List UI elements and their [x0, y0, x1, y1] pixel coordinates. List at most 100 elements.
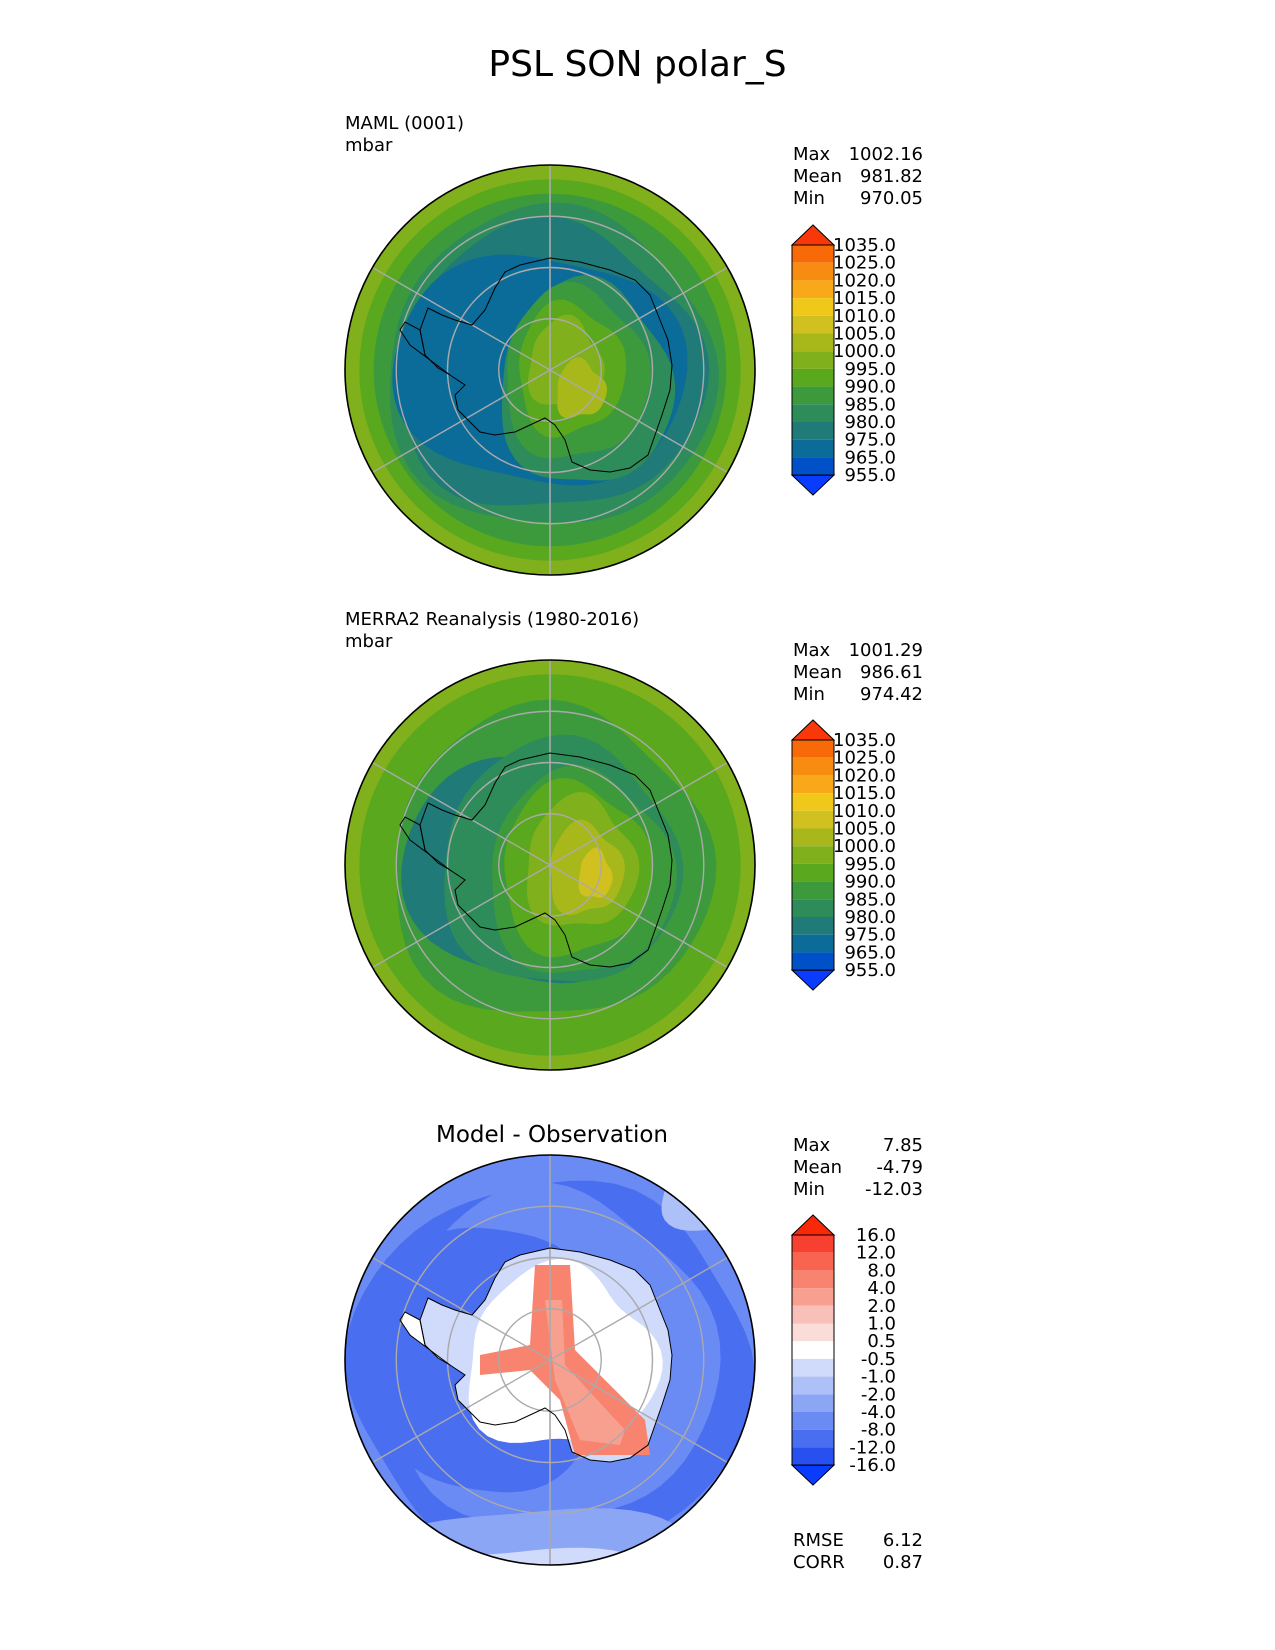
colorbar-extend-bottom [790, 474, 836, 496]
stat-min: Min 974.42 [793, 684, 923, 705]
colorbar-segment [792, 793, 834, 811]
colorbar-segment [792, 1394, 834, 1412]
field-band [545, 1300, 625, 1445]
colorbar-observation: 1035.01025.01020.01015.01010.01005.01000… [790, 719, 896, 991]
field-band [578, 847, 613, 898]
colorbar-tick-label: 990.0 [844, 377, 896, 398]
colorbar-segment [792, 404, 834, 422]
colorbar-segment [792, 457, 834, 476]
colorbar-difference: 16.012.08.04.02.01.00.5-0.5-1.0-2.0-4.0-… [790, 1214, 896, 1486]
colorbar-frame [791, 1234, 835, 1466]
stat-max: Max 1002.16 [793, 144, 923, 165]
colorbar-extend-top [790, 719, 836, 741]
colorbar-tick-label: -1.0 [861, 1367, 896, 1388]
colorbar-tick-label: 985.0 [844, 394, 896, 415]
colorbar-model: 1035.01025.01020.01015.01010.01005.01000… [790, 224, 896, 496]
coastline [419, 1247, 673, 1463]
colorbar-tick-label: 955.0 [844, 465, 896, 486]
panel2-label: MERRA2 Reanalysis (1980-2016) mbar [345, 609, 640, 652]
colorbar-segment [792, 262, 834, 281]
colorbar-segment [792, 422, 834, 440]
colorbar-extend-bottom [790, 969, 836, 991]
colorbar-segment [792, 245, 834, 263]
colorbar-tick-label: 1010.0 [833, 801, 896, 822]
colorbar-tick-label: 1000.0 [833, 836, 896, 857]
colorbar-tick-label: 1020.0 [833, 765, 896, 786]
colorbar-tick-label: -16.0 [849, 1455, 896, 1476]
colorbar-tick-label: 12.0 [856, 1243, 896, 1264]
colorbar-segment [792, 810, 834, 829]
colorbar-segment [792, 386, 834, 405]
stat-mean: Mean 981.82 [793, 166, 923, 187]
colorbar-tick-label: 975.0 [844, 430, 896, 451]
panel1-label: MAML (0001) mbar [345, 113, 464, 156]
panel3-title: Model - Observation [435, 1122, 669, 1148]
colorbar-segment [792, 1305, 834, 1324]
colorbar-tick-label: 1000.0 [833, 341, 896, 362]
colorbar-tick-label: 2.0 [867, 1296, 896, 1317]
colorbar-tick-label: 965.0 [844, 942, 896, 963]
colorbar-segment [792, 757, 834, 776]
panel3-extra-stats: RMSE 6.12 CORR 0.87 [793, 1530, 923, 1574]
field-band [480, 1265, 650, 1455]
stat-corr: CORR 0.87 [793, 1552, 923, 1573]
field-band [702, 1155, 755, 1200]
graticule-2 [344, 659, 756, 1071]
colorbar-tick-label: -8.0 [861, 1420, 896, 1441]
colorbar-tick-label: 1005.0 [833, 819, 896, 840]
colorbar-segment [792, 315, 834, 334]
panel3-stats: Max 7.85 Mean -4.79 Min -12.03 [793, 1135, 923, 1201]
colorbar-tick-label: 985.0 [844, 889, 896, 910]
colorbar-segment [792, 1341, 834, 1359]
colorbar-frame [791, 739, 835, 971]
colorbar-tick-label: 990.0 [844, 872, 896, 893]
colorbar-tick-label: 995.0 [844, 854, 896, 875]
colorbar-segment [792, 298, 834, 316]
colorbar-segment [792, 899, 834, 917]
colorbar-extend-top [790, 1214, 836, 1236]
colorbar-tick-label: 1035.0 [833, 730, 896, 751]
colorbar-segment [792, 1447, 834, 1466]
colorbar-segment [792, 1252, 834, 1271]
colorbar-tick-label: 1015.0 [833, 783, 896, 804]
colorbar-tick-label: 980.0 [844, 907, 896, 928]
colorbar-segment [792, 1376, 834, 1395]
colorbar-tick-label: 4.0 [867, 1278, 896, 1299]
colorbar-extend-top [790, 224, 836, 246]
colorbar-segment [792, 1288, 834, 1306]
field-band [661, 1155, 755, 1231]
colorbar-segment [792, 934, 834, 953]
stat-mean: Mean 986.61 [793, 662, 923, 683]
graticule-3 [344, 1154, 756, 1566]
stat-min: Min 970.05 [793, 188, 923, 209]
coastline [399, 816, 451, 871]
colorbar-tick-label: -4.0 [861, 1402, 896, 1423]
colorbar-tick-label: 995.0 [844, 359, 896, 380]
stat-min: Min -12.03 [793, 1179, 923, 1200]
colorbar-tick-label: -2.0 [861, 1384, 896, 1405]
coastline [419, 257, 673, 473]
colorbar-segment [792, 740, 834, 758]
colorbar-tick-label: 1035.0 [833, 235, 896, 256]
colorbar-segment [792, 828, 834, 847]
colorbar-segment [792, 1323, 834, 1342]
panel2-stats: Max 1001.29 Mean 986.61 Min 974.42 [793, 640, 923, 706]
field-band [557, 357, 607, 419]
colorbar-tick-label: 955.0 [844, 960, 896, 981]
map-boundary [344, 164, 756, 576]
stat-rmse: RMSE 6.12 [793, 1530, 923, 1551]
map-boundary [344, 659, 756, 1071]
colorbar-segment [792, 1429, 834, 1448]
coastline [399, 1311, 451, 1366]
colorbar-tick-label: -0.5 [861, 1349, 896, 1370]
stat-max: Max 1001.29 [793, 640, 923, 661]
colorbar-segment [792, 846, 834, 864]
map-boundary [344, 1154, 756, 1566]
coastline [399, 321, 451, 376]
colorbar-segment [792, 952, 834, 971]
colorbar-extend-bottom [790, 1464, 836, 1486]
colorbar-tick-label: 16.0 [856, 1225, 896, 1246]
colorbar-tick-label: -12.0 [849, 1437, 896, 1458]
colorbar-segment [792, 881, 834, 900]
coastline [419, 752, 673, 968]
